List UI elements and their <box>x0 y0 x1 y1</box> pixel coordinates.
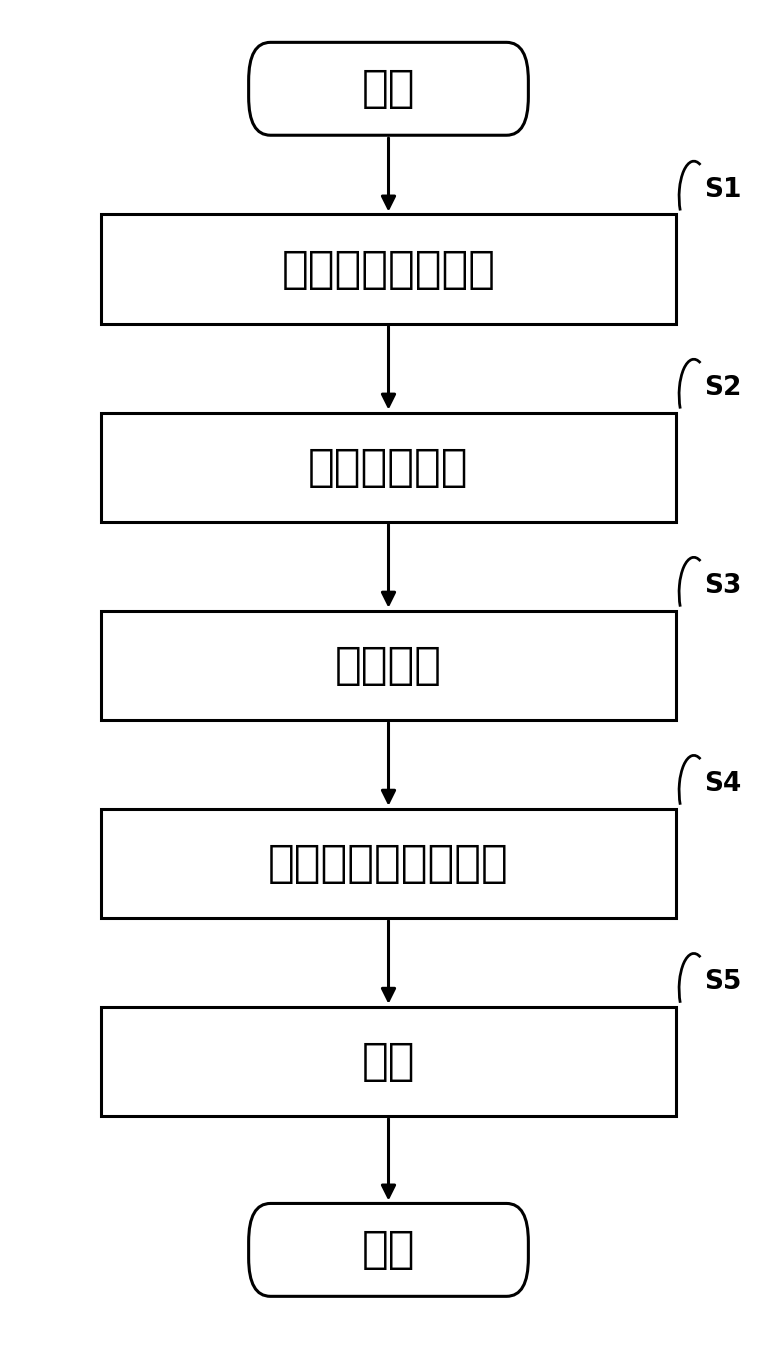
Text: S5: S5 <box>704 968 741 996</box>
FancyBboxPatch shape <box>249 42 528 135</box>
Text: 结束: 结束 <box>362 1228 415 1272</box>
Bar <box>101 809 676 918</box>
Text: 销售: 销售 <box>362 1040 415 1083</box>
Text: 检查（评价）: 检查（评价） <box>308 445 469 489</box>
Text: S3: S3 <box>704 572 741 600</box>
Bar <box>101 214 676 324</box>
Text: 开始: 开始 <box>362 67 415 111</box>
Bar <box>101 1007 676 1116</box>
Text: S4: S4 <box>704 770 741 798</box>
Text: S2: S2 <box>704 374 741 402</box>
Text: 电池组制造（重构）: 电池组制造（重构） <box>268 841 509 885</box>
Bar <box>101 413 676 522</box>
Text: 电池组回收、分解: 电池组回收、分解 <box>281 247 496 291</box>
Text: 性能恢复: 性能恢复 <box>335 643 442 687</box>
Text: S1: S1 <box>704 176 741 204</box>
Bar <box>101 611 676 720</box>
FancyBboxPatch shape <box>249 1203 528 1296</box>
